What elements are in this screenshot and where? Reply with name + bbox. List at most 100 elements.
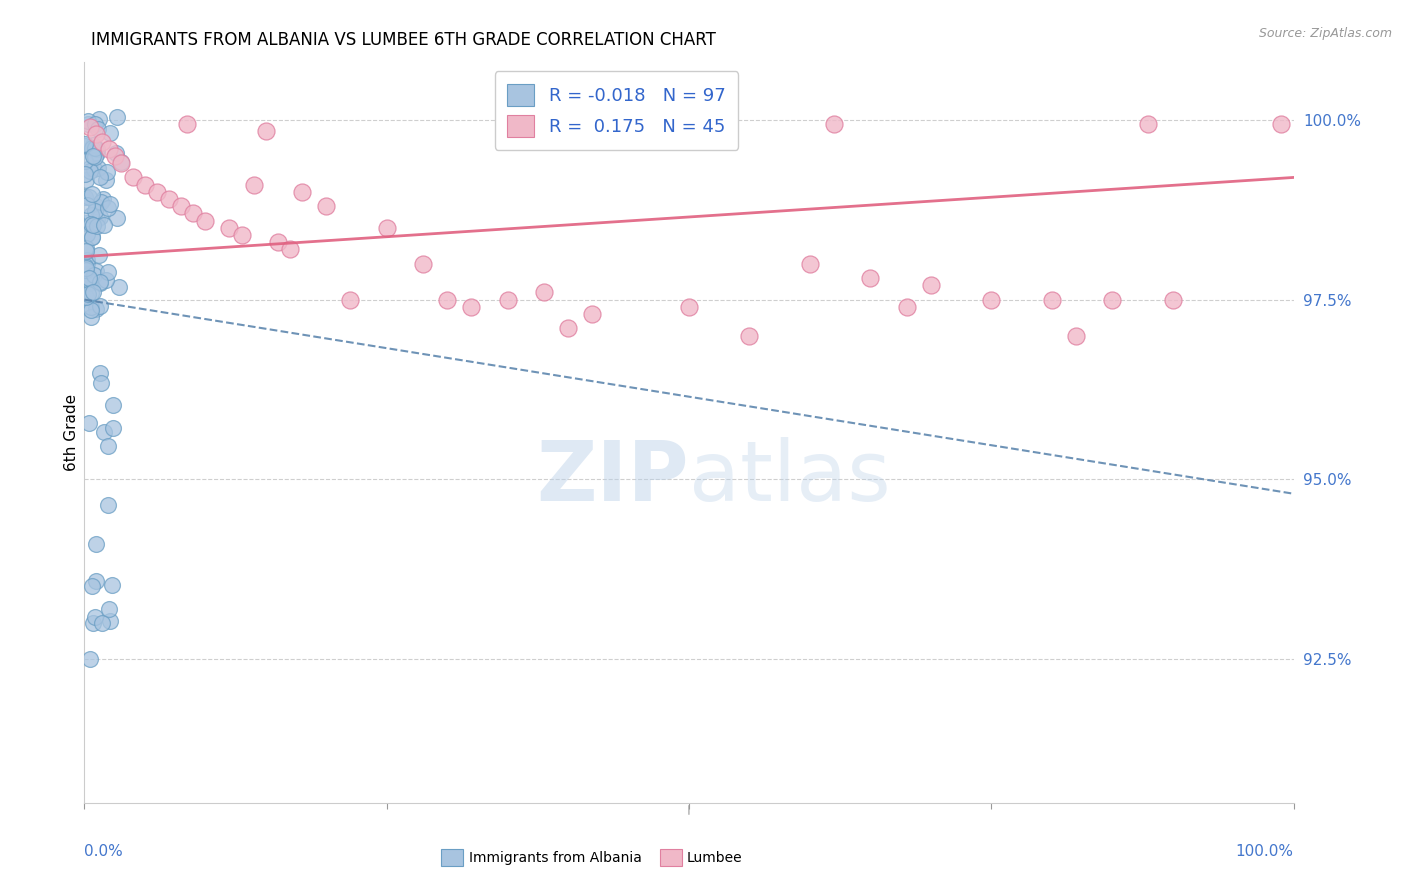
Point [110,155,132,169]
Point [79,273,101,287]
Point [96,173,118,187]
Point [97,498,120,512]
Point [460,300,482,314]
Point [87,248,110,262]
Point [79,276,101,290]
Text: 100.0%: 100.0% [1236,844,1294,858]
Point [157,192,180,206]
Point [83,204,105,219]
Point [89,276,111,290]
Point [86,128,108,142]
Point [73,167,96,181]
Point [436,293,458,307]
Point [218,220,240,235]
Point [82,230,104,244]
Point [80,141,103,155]
Point [91,135,114,149]
Point [76,267,98,281]
Point [291,185,314,199]
Point [89,275,111,289]
Point [75,244,97,258]
Point [89,299,111,313]
Point [89,169,111,184]
Point [980,293,1002,307]
Point [97,142,120,156]
Point [79,164,101,178]
Point [82,148,104,162]
Point [77,118,100,132]
Point [98,197,121,211]
Point [93,219,115,233]
Point [176,116,198,130]
Point [82,616,104,631]
Point [90,376,112,390]
Point [87,161,110,176]
Point [76,258,98,272]
Point [1270,116,1292,130]
Point [77,287,100,301]
Point [170,199,193,213]
Point [76,253,98,268]
Text: Lumbee: Lumbee [686,851,742,864]
Point [1137,116,1160,130]
Point [86,219,108,233]
Point [94,272,117,286]
Point [1161,293,1184,307]
Point [80,300,103,314]
Point [920,278,942,293]
Point [73,136,96,151]
Point [86,142,108,156]
Point [738,328,761,343]
Point [77,271,100,285]
Point [79,120,101,135]
Bar [441,849,463,866]
Point [101,398,124,412]
Point [77,417,100,431]
Point [105,111,128,125]
Text: atlas: atlas [689,436,890,517]
Point [375,220,398,235]
Point [84,537,107,551]
Point [242,178,264,192]
Point [96,165,118,179]
Point [75,262,97,277]
Point [557,321,579,335]
Point [90,194,112,209]
Point [82,138,104,153]
Point [339,293,361,307]
Point [496,293,519,307]
Y-axis label: 6th Grade: 6th Grade [63,394,79,471]
Point [678,300,700,314]
Point [1040,293,1063,307]
Point [104,146,127,161]
Point [75,259,97,273]
Point [75,241,97,255]
Point [77,114,100,128]
Point [101,578,124,592]
Point [146,185,169,199]
Point [89,366,111,380]
Point [82,186,104,201]
Point [896,300,918,314]
Point [134,178,156,192]
Point [73,153,96,168]
Text: ZIP: ZIP [537,436,689,517]
Text: IMMIGRANTS FROM ALBANIA VS LUMBEE 6TH GRADE CORRELATION CHART: IMMIGRANTS FROM ALBANIA VS LUMBEE 6TH GR… [91,31,716,49]
Point [101,421,124,435]
Point [1101,293,1123,307]
Point [121,170,143,185]
Point [83,161,105,176]
Point [97,601,120,615]
Point [86,212,108,227]
Point [86,199,108,213]
Legend: R = -0.018   N = 97, R =  0.175   N = 45: R = -0.018 N = 97, R = 0.175 N = 45 [495,71,738,150]
Point [80,218,103,232]
Point [91,192,114,206]
Point [98,126,121,140]
Point [110,156,132,170]
Point [254,124,277,138]
Point [76,198,98,212]
Point [194,213,217,227]
Point [86,122,108,136]
Point [104,149,127,163]
